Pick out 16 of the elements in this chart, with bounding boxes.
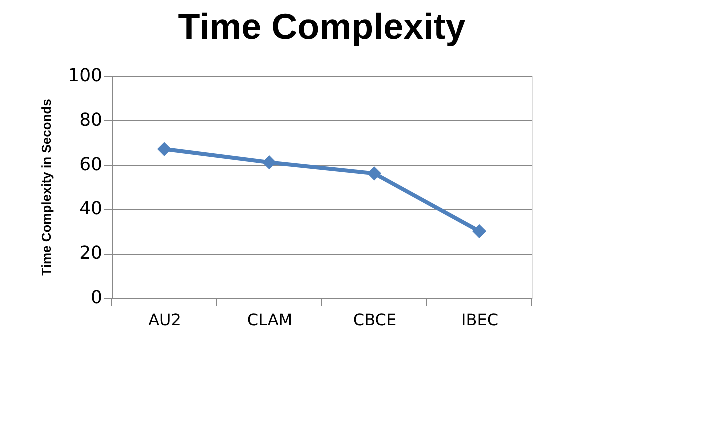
y-tick-label: 80 xyxy=(80,110,102,131)
point xyxy=(367,166,382,181)
y-axis-title: Time Complexity in Seconds xyxy=(39,99,54,276)
chart-title: Time Complexity xyxy=(178,6,466,47)
y-tick-label: 100 xyxy=(68,66,102,86)
point xyxy=(472,224,487,238)
x-tick-label: CLAM xyxy=(247,310,293,330)
y-tick-label: 60 xyxy=(80,154,102,176)
point xyxy=(157,142,172,156)
x-tick-label: IBEC xyxy=(462,310,498,330)
x-tick-label: AU2 xyxy=(148,310,182,330)
y-tick-label: 40 xyxy=(80,198,102,220)
point xyxy=(262,156,277,170)
x-tick-label: CBCE xyxy=(353,310,397,330)
y-tick-label: 0 xyxy=(91,288,102,308)
y-tick-label: 20 xyxy=(80,243,102,264)
